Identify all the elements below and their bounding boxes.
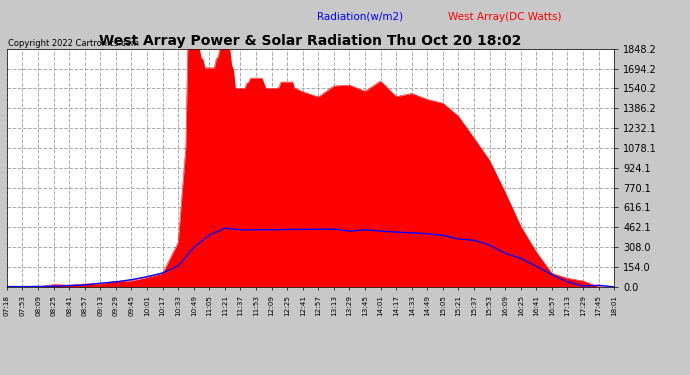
- Text: Radiation(w/m2): Radiation(w/m2): [317, 12, 404, 22]
- Text: Copyright 2022 Cartronics.com: Copyright 2022 Cartronics.com: [8, 39, 139, 48]
- Title: West Array Power & Solar Radiation Thu Oct 20 18:02: West Array Power & Solar Radiation Thu O…: [99, 34, 522, 48]
- Text: West Array(DC Watts): West Array(DC Watts): [448, 12, 562, 22]
